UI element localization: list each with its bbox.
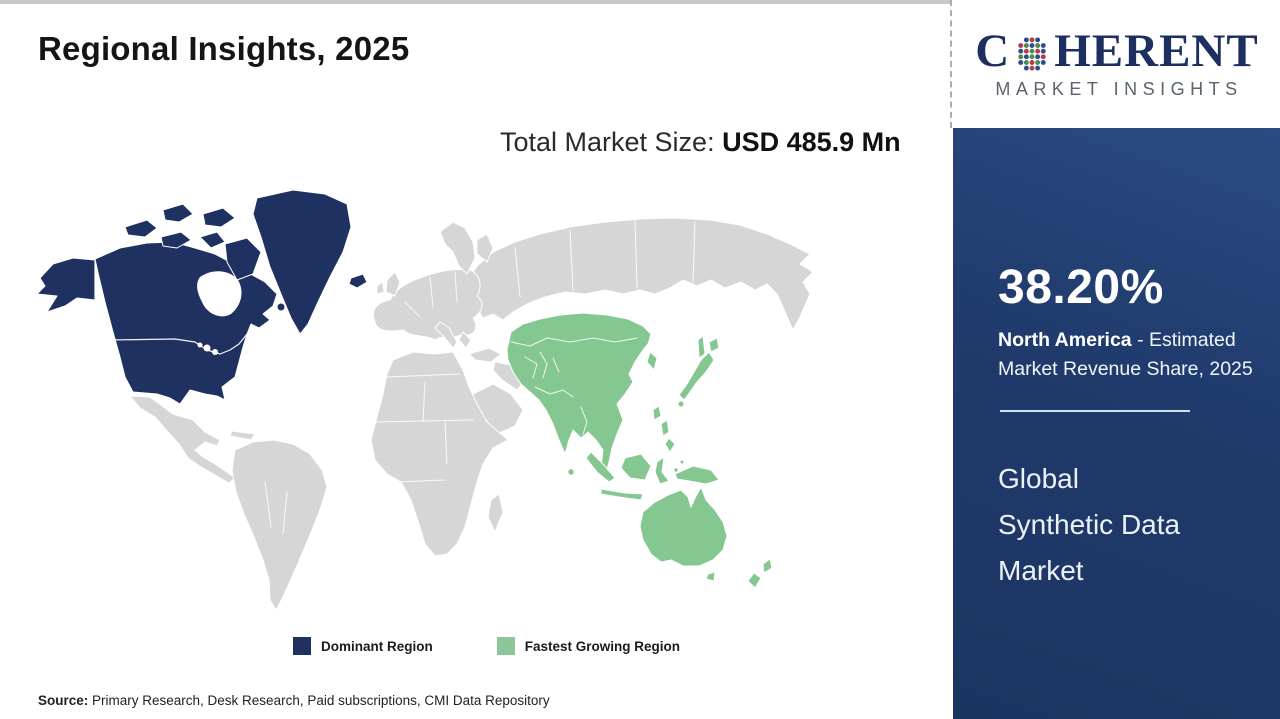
window-top-strip [0,0,1280,4]
map-region-dominant-north-america [36,189,368,405]
highlight-panel: 38.20% North America - Estimated Market … [953,128,1280,719]
share-desc-text: - Estimated Market Revenue Share, 2025 [998,329,1253,380]
dominant-region-label: Dominant Region [321,638,433,654]
legend-item-dominant: Dominant Region [293,637,433,655]
map-legend: Dominant Region Fastest Growing Region [293,637,680,655]
share-description: North America - Estimated Market Revenue… [998,326,1262,384]
fastest-growing-region-swatch-icon [496,637,515,655]
coherent-logo: C HERENT [975,28,1258,75]
logo-letter-c: C [975,25,1011,77]
source-prefix: Source: [38,693,89,708]
divider-line [1000,410,1190,412]
page-title: Regional Insights, 2025 [38,30,410,67]
market-size-value: USD 485.9 Mn [722,127,901,157]
logo-letters: HERENT [1054,25,1259,77]
source-note: Source: Primary Research, Desk Research,… [38,693,550,708]
dominant-region-swatch-icon [293,637,311,655]
fastest-growing-region-label: Fastest Growing Region [524,638,681,654]
legend-item-fastest-growing: Fastest Growing Region [496,637,681,655]
share-value: 38.20% [998,261,1164,314]
logo-tagline: MARKET INSIGHTS [995,79,1243,99]
brand-header: C HERENT MARKET INSIGHTS [950,0,1280,128]
world-map [36,189,814,611]
market-size-label: Total Market Size: [500,127,723,157]
globe-dots-icon [1018,36,1046,71]
total-market-size: Total Market Size: USD 485.9 Mn [500,122,915,162]
source-text: Primary Research, Desk Research, Paid su… [88,693,550,708]
report-title: Global Synthetic Data Market [998,463,1181,586]
map-region-fastest-growing-asia-pacific [506,312,773,589]
share-region: North America [998,329,1132,351]
